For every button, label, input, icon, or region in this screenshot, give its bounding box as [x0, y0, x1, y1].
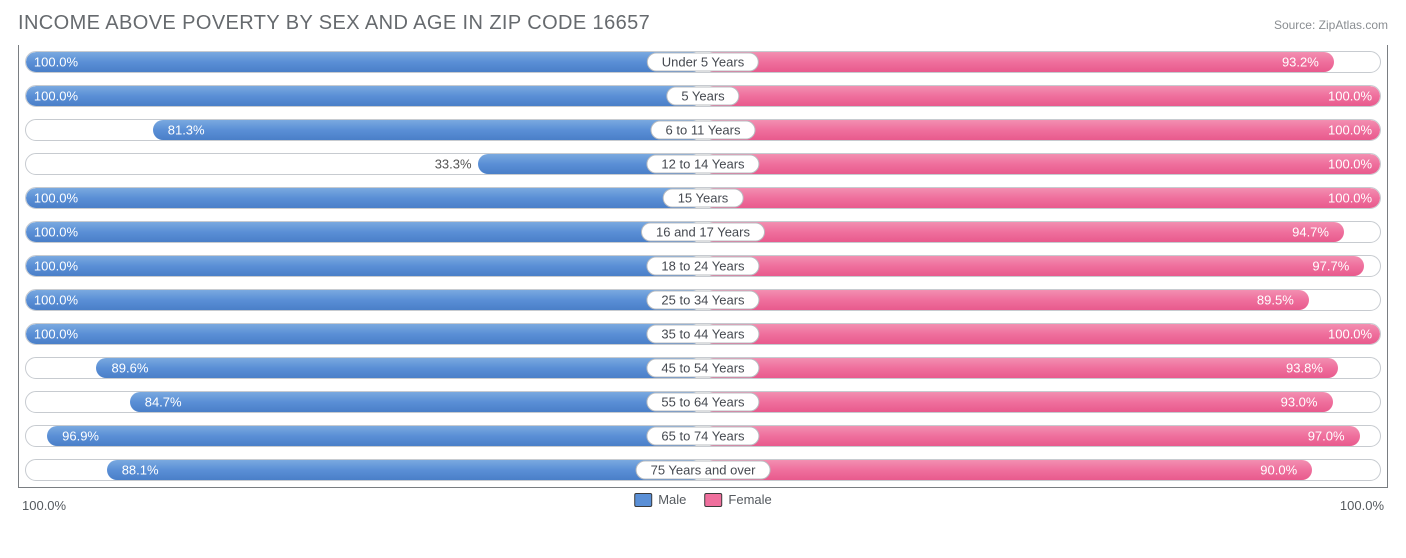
male-bar: [26, 222, 703, 242]
male-bar: [130, 392, 703, 412]
male-value: 100.0%: [34, 259, 78, 274]
category-label: 75 Years and over: [636, 461, 771, 480]
female-value: 97.7%: [1312, 259, 1349, 274]
chart-title: INCOME ABOVE POVERTY BY SEX AND AGE IN Z…: [18, 12, 650, 35]
female-value: 100.0%: [1328, 157, 1372, 172]
male-bar: [153, 120, 703, 140]
male-value: 100.0%: [34, 89, 78, 104]
category-label: 65 to 74 Years: [646, 427, 759, 446]
female-value: 93.0%: [1281, 395, 1318, 410]
female-bar: [703, 52, 1334, 72]
category-label: 35 to 44 Years: [646, 325, 759, 344]
male-bar: [26, 52, 703, 72]
female-value: 89.5%: [1257, 293, 1294, 308]
category-label: Under 5 Years: [647, 53, 759, 72]
male-value: 88.1%: [122, 463, 159, 478]
female-value: 100.0%: [1328, 89, 1372, 104]
chart-rows: 100.0% 93.2% Under 5 Years 100.0% 100.0% 5 Ye…: [18, 45, 1388, 488]
category-label: 16 and 17 Years: [641, 223, 765, 242]
chart-row: 100.0% 94.7% 16 and 17 Years: [19, 215, 1387, 249]
category-label: 55 to 64 Years: [646, 393, 759, 412]
male-value: 96.9%: [62, 429, 99, 444]
male-bar: [26, 256, 703, 276]
female-value: 90.0%: [1260, 463, 1297, 478]
female-bar: [703, 290, 1309, 310]
male-bar: [26, 324, 703, 344]
chart-row: 100.0% 97.7% 18 to 24 Years: [19, 249, 1387, 283]
female-bar: [703, 426, 1360, 446]
female-bar: [703, 188, 1380, 208]
axis-left-label: 100.0%: [22, 498, 66, 513]
female-value: 100.0%: [1328, 191, 1372, 206]
chart-row: 33.3% 100.0% 12 to 14 Years: [19, 147, 1387, 181]
female-bar: [703, 460, 1312, 480]
legend-male-swatch: [634, 493, 652, 507]
female-bar: [703, 324, 1380, 344]
male-bar: [26, 290, 703, 310]
legend-female: Female: [704, 492, 771, 507]
male-value: 81.3%: [168, 123, 205, 138]
female-value: 100.0%: [1328, 327, 1372, 342]
category-label: 45 to 54 Years: [646, 359, 759, 378]
female-value: 93.2%: [1282, 55, 1319, 70]
category-label: 5 Years: [666, 87, 739, 106]
category-label: 18 to 24 Years: [646, 257, 759, 276]
chart-row: 100.0% 100.0% 35 to 44 Years: [19, 317, 1387, 351]
female-bar: [703, 154, 1380, 174]
category-label: 15 Years: [663, 189, 744, 208]
chart-row: 96.9% 97.0% 65 to 74 Years: [19, 419, 1387, 453]
chart-header: INCOME ABOVE POVERTY BY SEX AND AGE IN Z…: [18, 12, 1388, 35]
female-value: 100.0%: [1328, 123, 1372, 138]
female-bar: [703, 358, 1338, 378]
legend-female-label: Female: [728, 492, 771, 507]
category-label: 6 to 11 Years: [651, 121, 756, 140]
chart-row: 84.7% 93.0% 55 to 64 Years: [19, 385, 1387, 419]
chart-footer: 100.0% 100.0% Male Female: [18, 492, 1388, 516]
axis-right-label: 100.0%: [1340, 498, 1384, 513]
male-value: 100.0%: [34, 55, 78, 70]
poverty-by-sex-age-chart: INCOME ABOVE POVERTY BY SEX AND AGE IN Z…: [0, 0, 1406, 524]
male-bar: [107, 460, 703, 480]
female-value: 97.0%: [1308, 429, 1345, 444]
legend-female-swatch: [704, 493, 722, 507]
male-value: 100.0%: [34, 293, 78, 308]
male-bar: [47, 426, 703, 446]
chart-row: 100.0% 100.0% 15 Years: [19, 181, 1387, 215]
female-value: 94.7%: [1292, 225, 1329, 240]
female-bar: [703, 222, 1344, 242]
chart-source: Source: ZipAtlas.com: [1274, 18, 1388, 32]
female-bar: [703, 86, 1380, 106]
chart-row: 100.0% 100.0% 5 Years: [19, 79, 1387, 113]
female-bar: [703, 120, 1380, 140]
male-value: 100.0%: [34, 327, 78, 342]
male-bar: [26, 86, 703, 106]
male-bar: [96, 358, 703, 378]
male-value: 89.6%: [112, 361, 149, 376]
male-bar: [26, 188, 703, 208]
chart-row: 100.0% 93.2% Under 5 Years: [19, 45, 1387, 79]
category-label: 12 to 14 Years: [646, 155, 759, 174]
male-value: 100.0%: [34, 225, 78, 240]
category-label: 25 to 34 Years: [646, 291, 759, 310]
female-bar: [703, 256, 1364, 276]
chart-row: 88.1% 90.0% 75 Years and over: [19, 453, 1387, 487]
female-value: 93.8%: [1286, 361, 1323, 376]
female-bar: [703, 392, 1333, 412]
chart-row: 89.6% 93.8% 45 to 54 Years: [19, 351, 1387, 385]
legend-male: Male: [634, 492, 686, 507]
legend-male-label: Male: [658, 492, 686, 507]
male-value: 33.3%: [435, 157, 472, 172]
male-value: 100.0%: [34, 191, 78, 206]
chart-row: 81.3% 100.0% 6 to 11 Years: [19, 113, 1387, 147]
male-value: 84.7%: [145, 395, 182, 410]
chart-row: 100.0% 89.5% 25 to 34 Years: [19, 283, 1387, 317]
chart-legend: Male Female: [634, 492, 772, 507]
